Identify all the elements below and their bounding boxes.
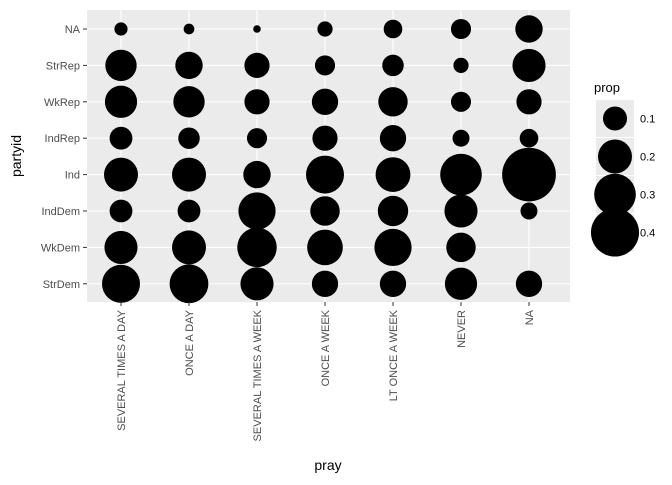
point-strdem-never xyxy=(444,267,478,300)
point-strrep-several-times-a-week xyxy=(244,52,270,78)
point-wkdem-never xyxy=(446,232,476,263)
x-tick-label-once-a-day: ONCE A DAY xyxy=(184,309,196,375)
point-indrep-na xyxy=(519,128,539,148)
point-ind-several-times-a-week xyxy=(243,160,271,189)
point-strdem-once-a-day xyxy=(169,264,209,304)
x-tick-label-never: NEVER xyxy=(456,310,468,348)
legend-label-0: 0.1 xyxy=(640,114,655,126)
point-strrep-once-a-week xyxy=(314,55,336,76)
point-strdem-several-times-a-week xyxy=(240,267,274,301)
point-ind-na xyxy=(502,147,556,202)
point-indrep-once-a-week xyxy=(312,125,338,151)
point-na-never xyxy=(450,18,472,40)
y-tick-labels: NA StrRep WkRep IndRep Ind IndDem WkDem StrDem xyxy=(41,24,81,291)
point-indrep-once-a-day xyxy=(178,127,200,149)
x-tick-label-na: NA xyxy=(524,309,536,325)
legend-label-2: 0.3 xyxy=(640,190,655,202)
point-strrep-na xyxy=(512,48,546,82)
point-na-once-a-week xyxy=(317,21,333,37)
point-strrep-once-a-day xyxy=(175,51,203,80)
legend-point-3 xyxy=(590,208,640,257)
point-strdem-lt-once-a-week xyxy=(379,270,407,297)
y-tick-label-wkdem: WkDem xyxy=(41,242,80,254)
point-indrep-lt-once-a-week xyxy=(379,125,407,152)
point-wkrep-once-a-day xyxy=(173,86,205,118)
point-strrep-several-times-a-day xyxy=(105,49,137,82)
point-indrep-never xyxy=(452,129,470,147)
point-indrep-several-times-a-week xyxy=(246,128,268,149)
point-wkrep-na xyxy=(516,89,542,115)
point-wkrep-several-times-a-week xyxy=(244,89,270,115)
legend-title: prop xyxy=(594,80,620,95)
point-strdem-several-times-a-day xyxy=(102,264,140,303)
point-wkdem-lt-once-a-week xyxy=(374,228,412,267)
point-na-several-times-a-day xyxy=(114,22,128,36)
point-inddem-once-a-week xyxy=(310,196,340,226)
point-indrep-several-times-a-day xyxy=(109,126,133,150)
y-tick-label-inddem: IndDem xyxy=(41,206,80,218)
point-wkdem-once-a-day xyxy=(172,230,206,265)
point-wkrep-lt-once-a-week xyxy=(378,87,408,117)
x-tick-label-lt-once-a-week: LT ONCE A WEEK xyxy=(388,309,400,401)
x-axis-title: pray xyxy=(314,457,341,473)
y-tick-label-ind: Ind xyxy=(65,170,80,182)
data-points xyxy=(102,15,556,304)
legend-label-1: 0.2 xyxy=(640,152,655,164)
y-tick-label-wkrep: WkRep xyxy=(44,97,80,109)
point-wkrep-once-a-week xyxy=(311,88,339,115)
point-ind-once-a-week xyxy=(306,155,344,194)
point-strdem-once-a-week xyxy=(311,270,339,297)
size-legend: prop 0.1 0.2 0.3 0.4 xyxy=(590,80,655,257)
legend-point-1 xyxy=(598,139,632,174)
x-tick-label-several-times-a-day: SEVERAL TIMES A DAY xyxy=(116,309,128,431)
point-ind-lt-once-a-week xyxy=(375,157,411,193)
point-wkdem-once-a-week xyxy=(307,229,343,266)
point-ind-never xyxy=(440,153,482,196)
point-strrep-lt-once-a-week xyxy=(382,54,404,77)
y-tick-label-strrep: StrRep xyxy=(46,60,80,72)
point-inddem-several-times-a-day xyxy=(109,199,133,223)
point-wkdem-several-times-a-day xyxy=(104,230,138,264)
point-wkdem-several-times-a-week xyxy=(237,227,277,268)
point-inddem-na xyxy=(520,202,538,220)
point-inddem-once-a-day xyxy=(177,199,201,223)
point-na-lt-once-a-week xyxy=(383,19,403,39)
point-inddem-lt-once-a-week xyxy=(377,195,409,227)
legend-point-0 xyxy=(602,106,628,131)
y-axis-title: partyid xyxy=(8,135,24,177)
point-ind-once-a-day xyxy=(172,157,206,192)
point-inddem-never xyxy=(444,194,478,228)
legend-label-3: 0.4 xyxy=(640,228,655,240)
x-tick-label-once-a-week: ONCE A WEEK xyxy=(320,309,332,386)
legend-point-2 xyxy=(594,173,636,216)
point-strdem-na xyxy=(515,270,543,297)
y-tick-label-indrep: IndRep xyxy=(45,133,80,145)
point-na-several-times-a-week xyxy=(253,25,261,33)
point-inddem-several-times-a-week xyxy=(238,192,276,230)
point-na-na xyxy=(515,15,543,43)
axis-ticks xyxy=(83,28,530,306)
point-wkrep-never xyxy=(450,91,472,112)
y-tick-label-na: NA xyxy=(65,24,81,36)
point-wkrep-several-times-a-day xyxy=(104,85,138,118)
y-tick-label-strdem: StrDem xyxy=(43,279,80,291)
x-tick-labels: SEVERAL TIMES A DAY ONCE A DAY SEVERAL TIM… xyxy=(116,309,536,441)
point-ind-several-times-a-day xyxy=(104,157,138,192)
legend-items: 0.1 0.2 0.3 0.4 xyxy=(590,100,655,257)
x-tick-label-several-times-a-week: SEVERAL TIMES A WEEK xyxy=(252,309,264,441)
point-na-once-a-day xyxy=(183,23,195,35)
point-strrep-never xyxy=(453,57,469,73)
